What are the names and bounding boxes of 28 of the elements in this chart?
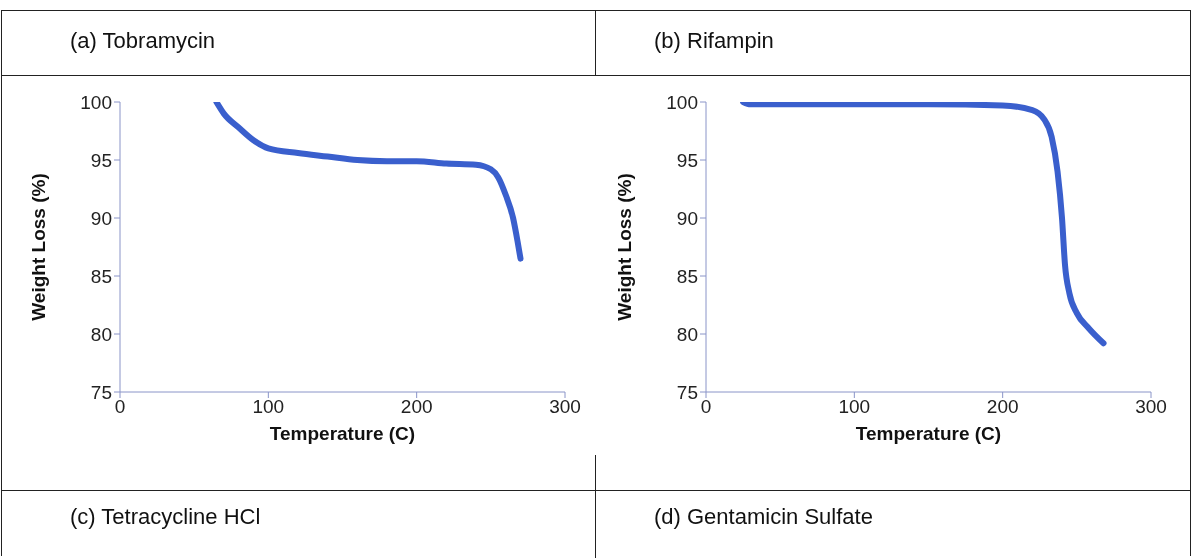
x-tick-label: 0: [700, 396, 712, 418]
x-axis-title: Temperature (C): [855, 423, 1002, 444]
chart-title: (b) Rifampin: [654, 28, 774, 54]
x-tick-label: 0: [114, 396, 126, 418]
y-tick-label: 90: [90, 207, 112, 229]
x-tick-label: 200: [986, 396, 1019, 418]
y-tick-label: 80: [676, 323, 698, 345]
y-tick-label: 80: [90, 323, 112, 345]
y-axis-title: Weight Loss (%): [613, 173, 635, 321]
y-axis-title: Weight Loss (%): [27, 173, 49, 321]
y-tick-label: 85: [90, 265, 112, 287]
x-axis-title: Temperature (C): [269, 423, 416, 444]
y-tick-label: 75: [676, 381, 698, 403]
y-tick-label: 95: [90, 149, 112, 171]
y-tick-label: 75: [90, 381, 112, 403]
x-tick-label: 100: [252, 396, 285, 418]
y-tick-label: 85: [676, 265, 698, 287]
y-tick-label: 100: [80, 91, 112, 113]
text: (c) Tetracycline HCl: [70, 504, 261, 530]
y-tick-label: 100: [666, 91, 698, 113]
y-tick-label: 90: [676, 207, 698, 229]
chart-title: (a) Tobramycin: [70, 28, 216, 54]
x-tick-label: 300: [549, 396, 581, 418]
x-tick-label: 300: [1135, 396, 1167, 418]
y-tick-label: 95: [676, 149, 698, 171]
x-tick-label: 100: [838, 396, 871, 418]
text: (d) Gentamicin Sulfate: [654, 504, 873, 530]
x-tick-label: 200: [400, 396, 433, 418]
